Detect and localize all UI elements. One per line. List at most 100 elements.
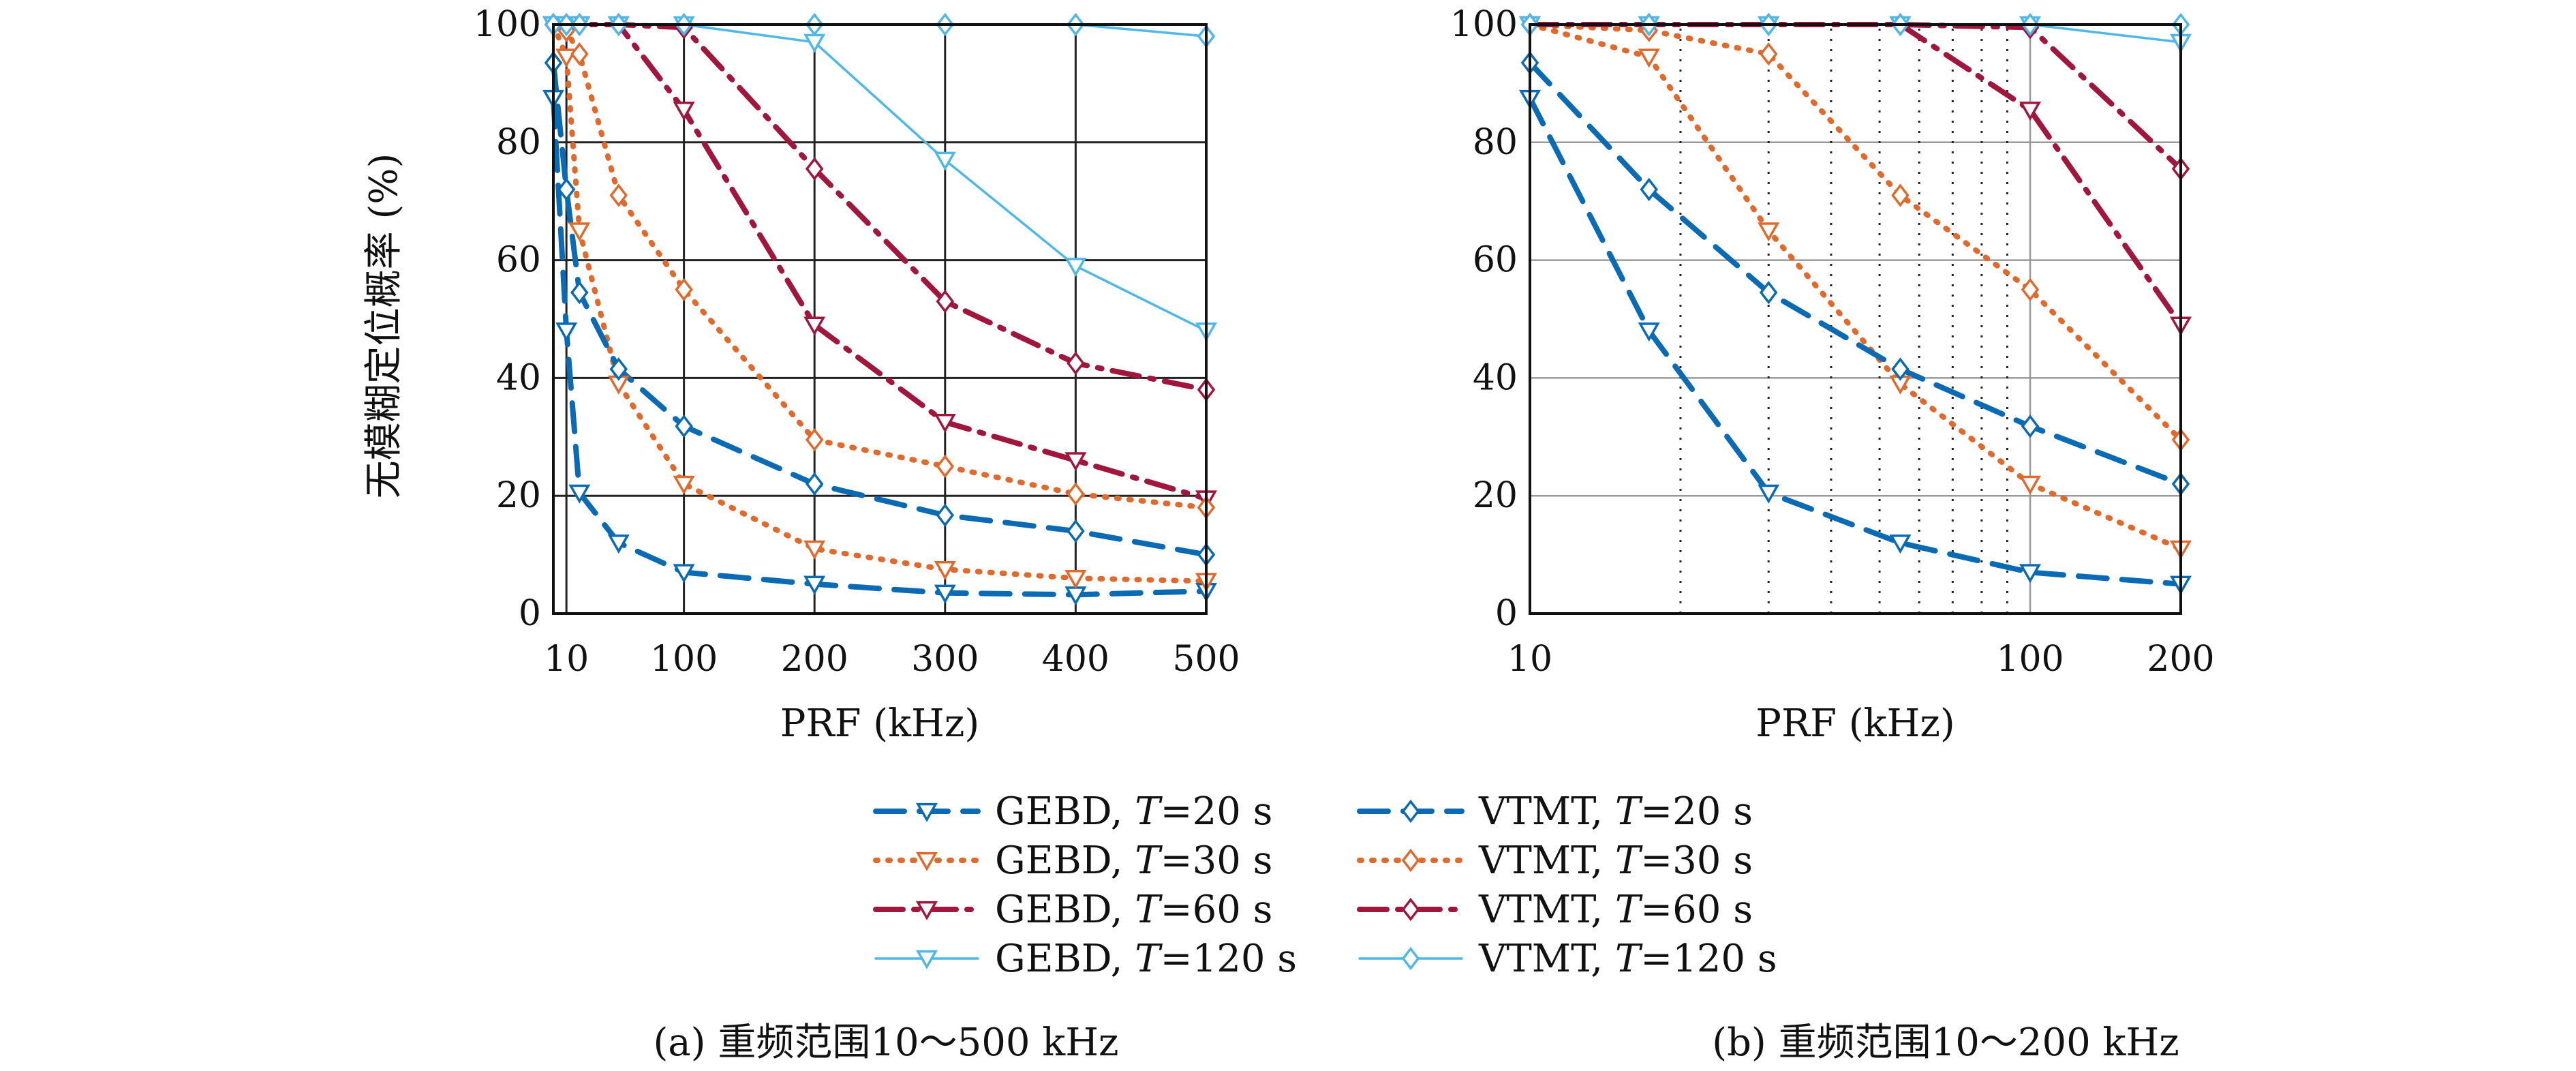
data-point [673, 102, 695, 121]
y-tick-label: 20 [1473, 475, 1518, 516]
data-point [570, 280, 589, 305]
data-point [557, 177, 576, 202]
data-point [675, 414, 693, 438]
series-line-vtmt-t20 [551, 60, 1209, 558]
data-point [555, 322, 578, 342]
legend-marker [915, 901, 938, 920]
data-point [803, 540, 826, 560]
data-point [673, 475, 695, 495]
data-point [2021, 277, 2040, 301]
caption-a: (a) 重频范围10～500 kHz [653, 1021, 1118, 1065]
series-line-gebd-t60 [551, 22, 1209, 502]
x-tick-label: 10 [544, 639, 589, 680]
legend-label: GEBD, T=60 s [995, 888, 1272, 932]
data-point [934, 584, 956, 604]
legend-label: VTMT, T=20 s [1478, 789, 1753, 834]
series-line-vtmt-t30 [1527, 22, 2183, 443]
data-point [1064, 258, 1087, 277]
legend-label: GEBD, T=20 s [995, 789, 1272, 834]
chart-panel-b: 0 20 40 60 80 100 10 100 200 PRF (kHz) [1450, 4, 2215, 746]
data-point [568, 484, 591, 504]
y-tick-label: 100 [1450, 4, 1518, 45]
x-tick-label: 200 [2147, 639, 2214, 680]
data-point [1638, 322, 1660, 342]
y-tick-label: 60 [496, 240, 541, 281]
y-tick-label: 100 [474, 4, 541, 45]
plot-frame [552, 23, 1208, 615]
data-point [1067, 519, 1085, 543]
series-line-gebd-t30 [1527, 22, 2183, 552]
data-point [1758, 484, 1780, 504]
data-point [673, 564, 695, 584]
legend-label: GEBD, T=120 s [995, 937, 1297, 981]
data-point [803, 575, 826, 595]
data-point [2021, 414, 2040, 438]
legend-item: GEBD, T=60 s [873, 888, 1272, 932]
y-tick-label: 80 [496, 122, 541, 163]
x-axis-label: PRF (kHz) [1755, 702, 1954, 746]
legend-item: VTMT, T=30 s [1357, 839, 1753, 883]
series-line-vtmt-t30 [551, 22, 1209, 511]
data-point [805, 472, 824, 496]
legend-marker [1401, 799, 1420, 824]
data-point [1640, 177, 1658, 202]
data-point [1759, 280, 1778, 305]
data-point [1758, 222, 1780, 242]
legend: GEBD, T=20 s GEBD, T=30 s GEBD, T=60 s GEBD… [873, 789, 1777, 981]
y-tick-label: 0 [519, 593, 541, 634]
legend-item: GEBD, T=30 s [873, 839, 1272, 883]
legend-label: VTMT, T=60 s [1478, 888, 1753, 932]
data-point [2019, 102, 2042, 121]
legend-marker [915, 851, 938, 871]
data-point [568, 222, 591, 242]
legend-marker [915, 950, 938, 969]
data-point [805, 157, 824, 181]
data-point [936, 289, 955, 314]
data-point [1891, 357, 1910, 381]
caption-b: (b) 重频范围10～200 kHz [1712, 1021, 2179, 1065]
x-tick-label: 10 [1507, 639, 1552, 680]
x-tick-label: 500 [1172, 639, 1240, 680]
data-point [607, 534, 630, 554]
legend-marker [1401, 848, 1420, 873]
series-line-gebd-t20 [551, 95, 1209, 598]
data-point [803, 316, 826, 336]
legend-item: VTMT, T=20 s [1357, 789, 1753, 834]
data-point [1759, 42, 1778, 66]
data-point [1891, 183, 1910, 207]
y-tick-label: 40 [1473, 357, 1518, 398]
data-point [1067, 351, 1085, 375]
legend-marker [915, 802, 938, 822]
data-point [2019, 475, 2042, 495]
legend-label: VTMT, T=30 s [1478, 839, 1753, 883]
data-point [1067, 482, 1085, 506]
series-line-gebd-t20 [1527, 95, 2183, 587]
legend-item: GEBD, T=20 s [873, 789, 1272, 834]
data-point [934, 414, 956, 434]
x-tick-label: 100 [1996, 639, 2064, 680]
data-point [1638, 48, 1660, 68]
plot-frame [1529, 23, 2182, 615]
data-point [1889, 534, 1912, 554]
data-point [609, 357, 628, 381]
chart-panel-a: 0 20 40 60 80 100 10 100 200 300 400 500 PRF (kHz) 无模… [362, 4, 1240, 746]
data-point [675, 277, 693, 301]
y-tick-label: 20 [496, 475, 541, 516]
series-line-vtmt-t60 [551, 22, 1209, 393]
data-point [805, 427, 824, 452]
legend-label: GEBD, T=30 s [995, 839, 1272, 883]
data-point [1064, 452, 1087, 472]
data-point [2019, 564, 2042, 584]
x-tick-label: 100 [650, 639, 718, 680]
legend-label: VTMT, T=120 s [1478, 937, 1777, 981]
data-point [934, 561, 956, 581]
data-point [936, 454, 955, 479]
data-point [936, 503, 955, 527]
y-axis-label: 无模糊定位概率 (%) [362, 153, 406, 499]
legend-item: GEBD, T=120 s [874, 937, 1297, 981]
y-tick-label: 60 [1473, 240, 1518, 281]
data-point [934, 151, 956, 171]
legend-marker [1401, 946, 1420, 971]
x-tick-label: 200 [781, 639, 848, 680]
